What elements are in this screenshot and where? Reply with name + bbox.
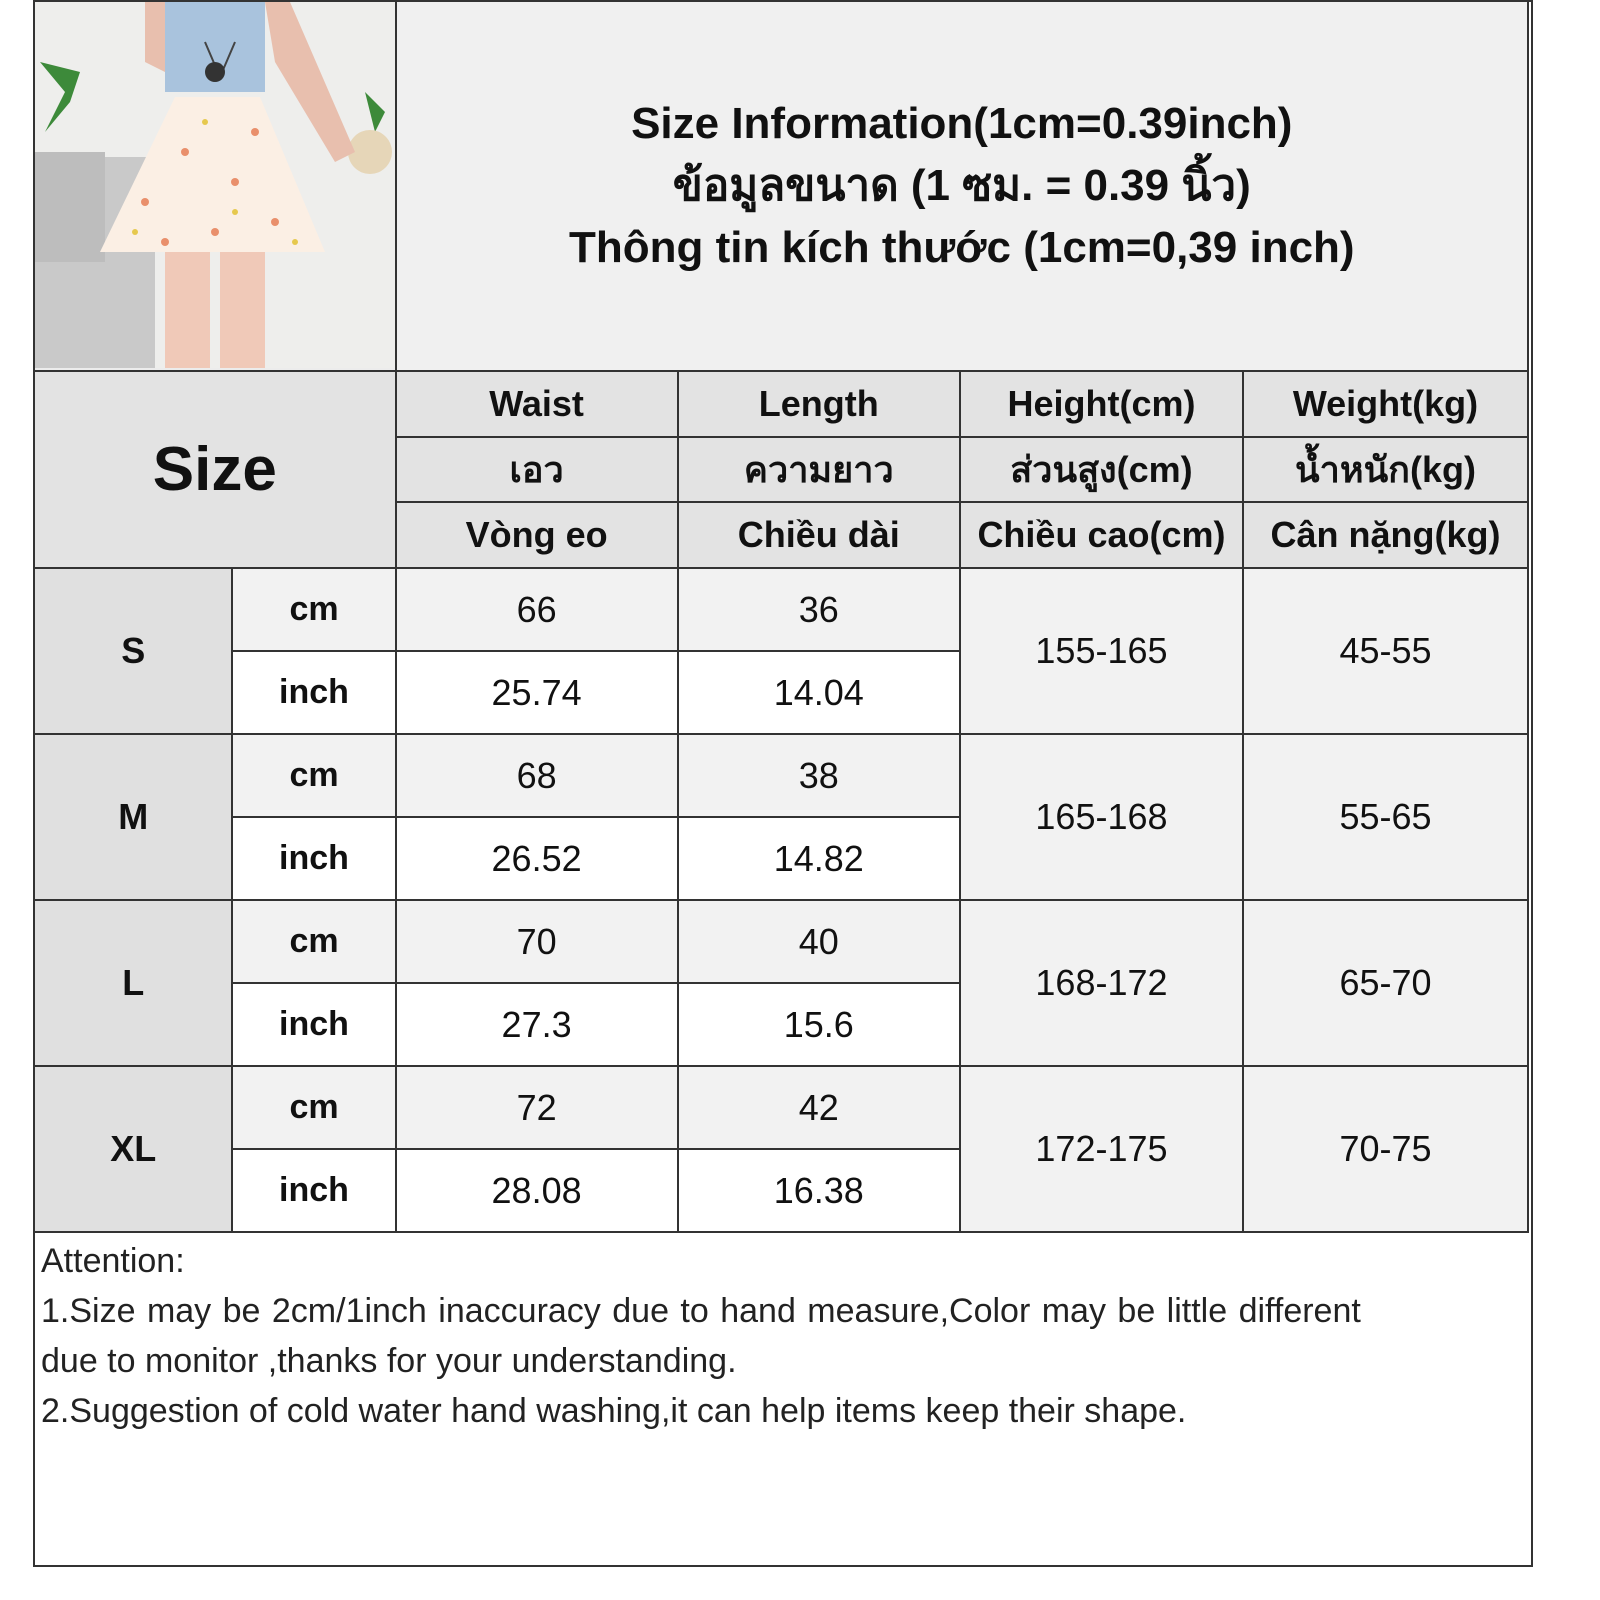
length-inch: 15.6 [676, 982, 961, 1067]
attention-notes: Attention: 1.Size may be 2cm/1inch inacc… [41, 1236, 1525, 1436]
col-height-th: ส่วนสูง(cm) [958, 436, 1244, 503]
size-row-cm: L cm 70 40 168-172 65-70 [35, 899, 1530, 1067]
size-label: L [35, 899, 234, 1067]
col-waist-th: เอว [394, 436, 679, 503]
length-inch: 14.82 [676, 816, 961, 901]
size-label: S [35, 567, 234, 735]
skirt-model-image [35, 3, 394, 368]
length-cm: 40 [676, 899, 961, 984]
col-weight-vi: Cân nặng(kg) [1241, 501, 1530, 569]
waist-cm: 72 [394, 1065, 679, 1150]
unit-cm: cm [231, 567, 397, 652]
size-row-inch: inch 26.52 14.82 [35, 816, 1528, 901]
weight-range: 70-75 [1241, 1065, 1530, 1233]
size-label: XL [35, 1065, 234, 1233]
col-waist-vi: Vòng eo [394, 501, 679, 569]
size-info-title: Size Information(1cm=0.39inch) ข้อมูลขนา… [394, 2, 1530, 372]
waist-inch: 27.3 [394, 982, 679, 1067]
unit-inch: inch [231, 816, 397, 901]
weight-range: 45-55 [1241, 567, 1530, 735]
length-inch: 14.04 [676, 650, 961, 735]
note-line: 2.Suggestion of cold water hand washing,… [41, 1392, 1187, 1430]
length-inch: 16.38 [676, 1148, 961, 1233]
waist-cm: 68 [394, 733, 679, 818]
unit-cm: cm [231, 899, 397, 984]
product-photo [35, 2, 397, 372]
col-length-th: ความยาว [676, 436, 961, 503]
waist-cm: 70 [394, 899, 679, 984]
note-line: due to monitor ,thanks for your understa… [41, 1342, 737, 1380]
title-thai: ข้อมูลขนาด (1 ซม. = 0.39 นิ้ว) [672, 161, 1251, 210]
unit-inch: inch [231, 650, 397, 735]
length-cm: 38 [676, 733, 961, 818]
size-row-cm: M cm 68 38 165-168 55-65 [35, 733, 1530, 901]
col-length-vi: Chiều dài [676, 501, 961, 569]
size-row-inch: inch 28.08 16.38 [35, 1148, 1528, 1233]
waist-inch: 28.08 [394, 1148, 679, 1233]
size-row-cm: XL cm 72 42 172-175 70-75 [35, 1065, 1530, 1233]
title-vietnamese: Thông tin kích thước (1cm=0,39 inch) [568, 223, 1355, 272]
col-weight-en: Weight(kg) [1241, 370, 1530, 438]
note-line: 1.Size may be 2cm/1inch inaccuracy due t… [41, 1292, 1361, 1330]
waist-inch: 25.74 [394, 650, 679, 735]
col-waist-en: Waist [394, 370, 679, 438]
height-range: 168-172 [958, 899, 1244, 1067]
unit-inch: inch [231, 1148, 397, 1233]
title-english: Size Information(1cm=0.39inch) [631, 99, 1293, 148]
length-cm: 36 [676, 567, 961, 652]
size-chart: Size Information(1cm=0.39inch) ข้อมูลขนา… [33, 0, 1533, 1567]
col-weight-th: น้ำหนัก(kg) [1241, 436, 1530, 503]
length-cm: 42 [676, 1065, 961, 1150]
height-range: 155-165 [958, 567, 1244, 735]
col-height-en: Height(cm) [958, 370, 1244, 438]
size-row-cm: S cm 66 36 155-165 45-55 [35, 567, 1530, 735]
unit-cm: cm [231, 733, 397, 818]
size-header: Size [35, 370, 397, 569]
col-height-vi: Chiều cao(cm) [958, 501, 1244, 569]
size-row-inch: inch 25.74 14.04 [35, 650, 1528, 735]
unit-cm: cm [231, 1065, 397, 1150]
weight-range: 55-65 [1241, 733, 1530, 901]
waist-inch: 26.52 [394, 816, 679, 901]
waist-cm: 66 [394, 567, 679, 652]
size-label: M [35, 733, 234, 901]
size-row-inch: inch 27.3 15.6 [35, 982, 1528, 1067]
unit-inch: inch [231, 982, 397, 1067]
height-range: 165-168 [958, 733, 1244, 901]
col-length-en: Length [676, 370, 961, 438]
notes-heading: Attention: [41, 1242, 185, 1280]
size-table: Size Information(1cm=0.39inch) ข้อมูลขนา… [35, 2, 1530, 1233]
height-range: 172-175 [958, 1065, 1244, 1233]
weight-range: 65-70 [1241, 899, 1530, 1067]
